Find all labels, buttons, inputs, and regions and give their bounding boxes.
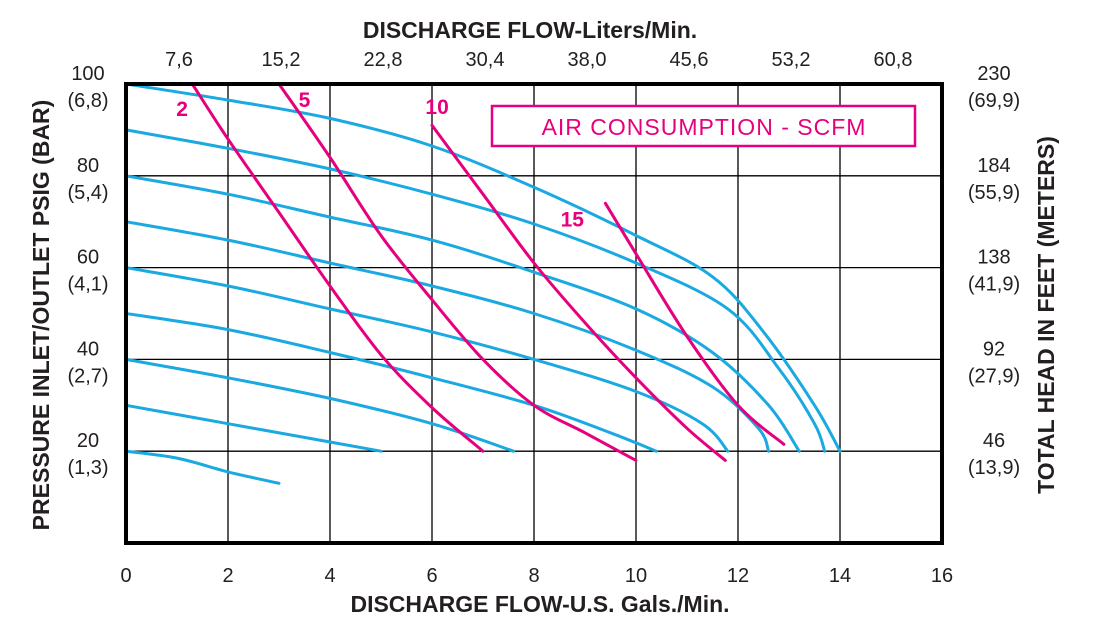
top-tick-label: 22,8 [364, 49, 403, 71]
left-tick-bar: (2,7) [67, 365, 108, 387]
x-tick-label: 6 [426, 565, 437, 587]
performance-curve [124, 357, 516, 453]
right-tick-meters: (13,9) [968, 457, 1020, 479]
performance-curve [124, 82, 842, 453]
air-consumption-label-15: 15 [561, 208, 585, 231]
air-consumption-curves [190, 82, 786, 462]
left-tick-psig: 20 [77, 430, 99, 452]
curve-labels: 2 5 10 15 [176, 89, 584, 231]
air-consumption-label-2: 2 [176, 98, 188, 121]
performance-curve [124, 174, 801, 453]
top-tick-label: 53,2 [772, 49, 811, 71]
air-consumption-curve-10 [430, 123, 727, 462]
right-tick-feet: 184 [977, 155, 1010, 177]
right-tick-meters: (55,9) [968, 182, 1020, 204]
performance-curves [124, 82, 842, 485]
air-consumption-legend: AIR CONSUMPTION - SCFM [490, 104, 917, 148]
performance-curve [124, 128, 827, 453]
right-tick-meters: (27,9) [968, 365, 1020, 387]
x-tick-label: 2 [222, 565, 233, 587]
performance-curve [124, 403, 383, 453]
x-tick-label: 0 [120, 565, 131, 587]
performance-curve [124, 266, 730, 453]
x-tick-label: 12 [727, 565, 749, 587]
left-tick-psig: 40 [77, 338, 99, 360]
legend-label: AIR CONSUMPTION - SCFM [542, 114, 867, 140]
air-consumption-curve-15 [603, 201, 786, 446]
top-axis-title: DISCHARGE FLOW-Liters/Min. [363, 17, 697, 43]
air-consumption-label-10: 10 [425, 96, 448, 119]
left-tick-bar: (4,1) [67, 274, 108, 296]
air-consumption-curve-5 [277, 82, 638, 462]
x-tick-label: 10 [625, 565, 647, 587]
performance-curve [124, 220, 771, 453]
left-tick-psig: 100 [71, 63, 104, 85]
left-tick-bar: (5,4) [67, 182, 108, 204]
x-tick-label: 4 [324, 565, 335, 587]
x-tick-label: 14 [829, 565, 851, 587]
left-tick-bar: (1,3) [67, 457, 108, 479]
left-tick-psig: 80 [77, 155, 99, 177]
tick-labels: 0 2 4 6 8 10 12 14 167,6 15,2 22,8 30,4 38,0 45,6 53,2… [67, 49, 1020, 587]
performance-curve [124, 449, 281, 485]
top-tick-label: 30,4 [466, 49, 505, 71]
left-tick-psig: 60 [77, 247, 99, 269]
bottom-axis-title: DISCHARGE FLOW-U.S. Gals./Min. [350, 591, 729, 617]
left-tick-bar: (6,8) [67, 90, 108, 112]
air-consumption-label-5: 5 [299, 89, 311, 112]
top-tick-label: 45,6 [670, 49, 709, 71]
performance-curve [124, 312, 658, 453]
right-tick-feet: 46 [983, 430, 1005, 452]
right-tick-meters: (69,9) [968, 90, 1020, 112]
plot-frame [124, 82, 944, 545]
air-consumption-curve-2 [190, 82, 485, 453]
right-tick-feet: 230 [977, 63, 1010, 85]
top-tick-label: 60,8 [874, 49, 913, 71]
right-tick-feet: 92 [983, 338, 1005, 360]
right-axis-title: TOTAL HEAD IN FEET (METERS) [1033, 136, 1059, 494]
legend-box [490, 104, 917, 148]
top-tick-label: 38,0 [568, 49, 607, 71]
x-tick-label: 8 [528, 565, 539, 587]
top-tick-label: 15,2 [262, 49, 301, 71]
right-tick-feet: 138 [977, 247, 1010, 269]
x-tick-label: 16 [931, 565, 953, 587]
right-tick-meters: (41,9) [968, 274, 1020, 296]
left-axis-title: PRESSURE INLET/OUTLET PSIG (BAR) [28, 100, 54, 531]
top-tick-label: 7,6 [165, 49, 193, 71]
